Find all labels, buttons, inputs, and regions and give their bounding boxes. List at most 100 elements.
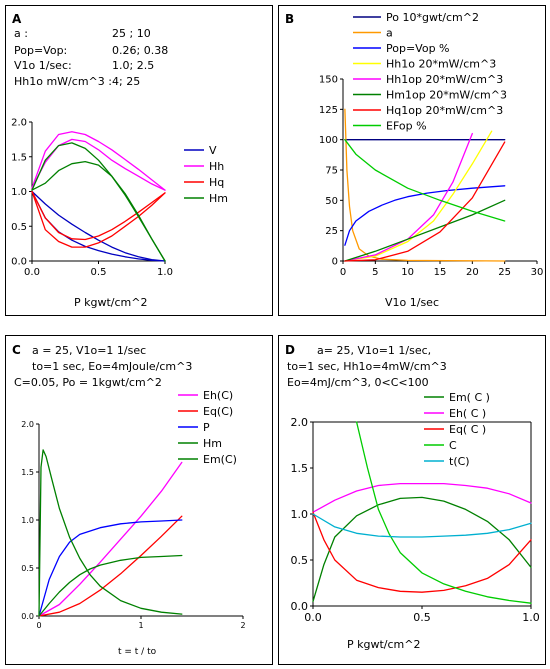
y-tick-label: 25 (325, 226, 338, 237)
panel-d: D a= 25, V1o=1 1/sec, to=1 sec, Hh1o=4mW… (278, 335, 546, 665)
legend-label: Hm1op 20*mW/cm^3 (386, 89, 507, 102)
y-tick-label: 1.0 (291, 508, 309, 521)
y-tick-label: 1.0 (21, 516, 34, 525)
legend-label: EFop % (386, 120, 427, 133)
param-label: V1o 1/sec: (14, 59, 72, 72)
y-tick-label: 0.0 (11, 257, 27, 268)
legend-label: Em(C) (203, 453, 237, 466)
x-tick-label: 20 (466, 267, 479, 278)
x-axis-title: t = t / to (118, 647, 157, 657)
legend-label: Hh1o 20*mW/cm^3 (386, 58, 496, 71)
legend-label: Eq(C) (203, 405, 233, 418)
param-line: C=0.05, Po = 1kgwt/cm^2 (14, 376, 162, 389)
series-line (344, 199, 506, 262)
series-line (344, 139, 506, 222)
x-axis-title: P kgwt/cm^2 (347, 638, 420, 651)
legend-label: t(C) (449, 455, 470, 468)
legend-label: Hh (209, 160, 224, 173)
series-line (31, 190, 166, 262)
param-value: 0.26; 0.38 (112, 44, 168, 57)
series-line (344, 132, 473, 262)
param-line: a = 25, V1o=1 1/sec (32, 344, 146, 357)
y-tick-label: 1.5 (21, 468, 34, 477)
series-line (38, 515, 183, 617)
legend-label: Hq1op 20*mW/cm^3 (386, 104, 503, 117)
legend-label: P (203, 421, 210, 434)
x-tick-label: 1.0 (157, 267, 173, 278)
param-value: 1.0; 2.5 (112, 59, 154, 72)
legend-label: C (449, 439, 457, 452)
x-tick-label: 0 (36, 621, 41, 630)
panel-b-letter: B (285, 12, 294, 26)
series-line (312, 496, 532, 603)
x-tick-label: 1.0 (522, 611, 540, 624)
x-tick-label: 0.0 (24, 267, 40, 278)
y-tick-label: 1.5 (291, 462, 309, 475)
chart-a: A a : 25 ; 10 Pop=Vop: 0.26; 0.38 V1o 1/… (11, 12, 228, 309)
y-tick-label: 1.5 (11, 152, 27, 163)
y-tick-label: 0 (332, 257, 338, 268)
x-tick-label: 30 (531, 267, 544, 278)
legend-label: Eh(C) (203, 389, 233, 402)
x-tick-label: 0.5 (91, 267, 107, 278)
series-line (31, 190, 166, 248)
y-tick-label: 2.0 (21, 420, 34, 429)
y-tick-label: 2.0 (291, 416, 309, 429)
y-tick-label: 0.0 (291, 600, 309, 613)
param-line: to=1 sec, Eo=4mJoule/cm^3 (32, 360, 192, 373)
param-line: to=1 sec, Hh1o=4mW/cm^3 (287, 360, 447, 373)
legend-label: Pop=Vop % (386, 42, 450, 55)
series-line (31, 190, 166, 241)
x-axis-title: V1o 1/sec (385, 296, 439, 309)
param-label: Hh1o mW/cm^3 : (14, 75, 112, 88)
y-tick-label: 150 (319, 75, 338, 86)
series-line (31, 131, 166, 191)
y-tick-label: 100 (319, 135, 338, 146)
param-label: a : (14, 27, 28, 40)
y-tick-label: 1.0 (11, 187, 27, 198)
legend-label: a (386, 27, 393, 40)
panel-a: A a : 25 ; 10 Pop=Vop: 0.26; 0.38 V1o 1/… (5, 5, 273, 316)
series-line (344, 108, 506, 262)
series-line (312, 482, 532, 513)
series-line (38, 554, 183, 617)
panel-d-letter: D (285, 343, 295, 357)
y-tick-label: 75 (325, 166, 338, 177)
x-tick-label: 25 (498, 267, 511, 278)
x-tick-label: 10 (401, 267, 414, 278)
panel-c: C a = 25, V1o=1 1/sec to=1 sec, Eo=4mJou… (5, 335, 273, 665)
chart-c: C a = 25, V1o=1 1/sec to=1 sec, Eo=4mJou… (12, 343, 246, 657)
x-tick-label: 15 (434, 267, 447, 278)
y-tick-label: 2.0 (11, 118, 27, 129)
legend-label: Hh1op 20*mW/cm^3 (386, 73, 503, 86)
series-line (355, 421, 532, 604)
y-tick-label: 0.0 (21, 612, 34, 621)
x-tick-label: 5 (372, 267, 378, 278)
panel-a-letter: A (12, 12, 22, 26)
y-tick-label: 125 (319, 105, 338, 116)
legend-label: Em( C ) (449, 391, 490, 404)
panel-b: B V1o 1/sec 0 25 50 75 100 125 150 0 5 10 15 20 25 30… (278, 5, 546, 316)
x-tick-label: 1 (138, 621, 143, 630)
series-line (38, 519, 183, 617)
y-tick-label: 0.5 (21, 564, 34, 573)
x-tick-label: 0 (340, 267, 346, 278)
chart-b: B V1o 1/sec 0 25 50 75 100 125 150 0 5 10 15 20 25 30… (285, 11, 544, 309)
series-line (38, 461, 183, 617)
series-line (312, 513, 532, 538)
legend-label: V (209, 144, 217, 157)
param-value: 25 ; 10 (112, 27, 151, 40)
y-tick-label: 0.5 (11, 222, 27, 233)
legend-label: Hq (209, 176, 224, 189)
x-tick-label: 0.0 (304, 611, 322, 624)
legend-label: Eh( C ) (449, 407, 486, 420)
series-line (38, 449, 183, 617)
y-tick-label: 50 (325, 196, 338, 207)
param-line: a= 25, V1o=1 1/sec, (317, 344, 431, 357)
legend-label: Hm (209, 192, 228, 205)
param-value: 4; 25 (112, 75, 140, 88)
series-line (344, 130, 493, 262)
panel-c-letter: C (12, 343, 21, 357)
legend-label: Hm (203, 437, 222, 450)
series-line (31, 160, 166, 262)
